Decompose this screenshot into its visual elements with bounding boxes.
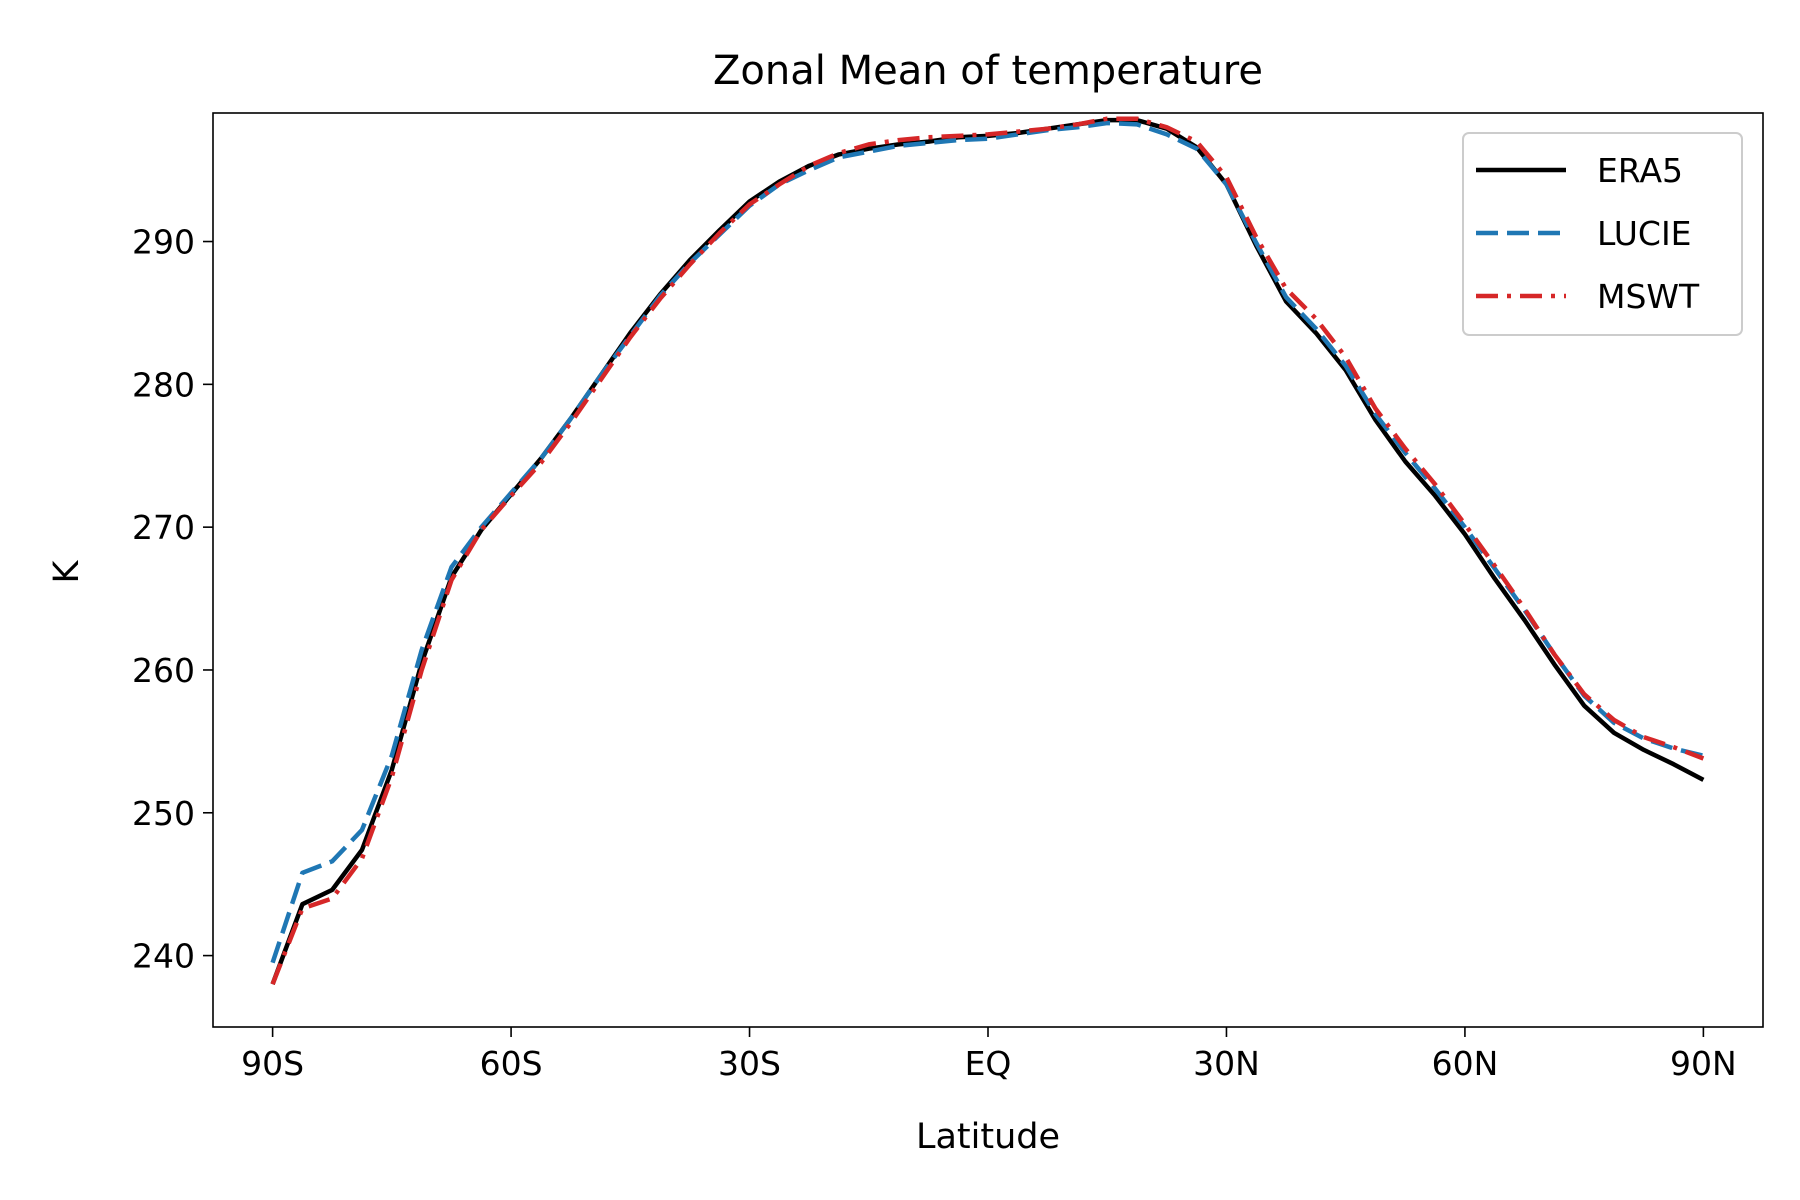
y-tick-label: 260	[132, 651, 195, 690]
y-tick-label: 280	[132, 365, 195, 404]
y-tick-label: 270	[132, 508, 195, 547]
x-axis-ticks: 90S 60S 30S EQ 30N 60N 90N	[241, 1027, 1737, 1083]
series-layer	[270, 116, 1705, 986]
x-tick-label: 30S	[718, 1044, 781, 1083]
y-axis-title: K	[47, 559, 87, 583]
x-tick-label: 90S	[241, 1044, 304, 1083]
x-axis-title: Latitude	[916, 1117, 1060, 1157]
legend-label-lucie: LUCIE	[1597, 214, 1692, 253]
legend-box	[1462, 132, 1743, 336]
series-line-mswt	[270, 116, 1705, 986]
y-tick-label: 240	[132, 937, 195, 976]
x-tick-label: 60N	[1432, 1044, 1499, 1083]
legend-label-mswt: MSWT	[1597, 277, 1700, 316]
legend: ERA5 LUCIE MSWT	[1462, 132, 1743, 336]
y-tick-label: 250	[132, 794, 195, 833]
x-tick-label: 30N	[1193, 1044, 1260, 1083]
x-tick-label: EQ	[965, 1044, 1012, 1083]
x-tick-label: 90N	[1670, 1044, 1737, 1083]
y-axis-ticks: 240 250 260 270 280 290	[132, 223, 213, 976]
chart-title: Zonal Mean of temperature	[713, 48, 1263, 94]
y-tick-label: 290	[132, 223, 195, 262]
legend-label-era5: ERA5	[1597, 151, 1683, 190]
x-tick-label: 60S	[480, 1044, 543, 1083]
